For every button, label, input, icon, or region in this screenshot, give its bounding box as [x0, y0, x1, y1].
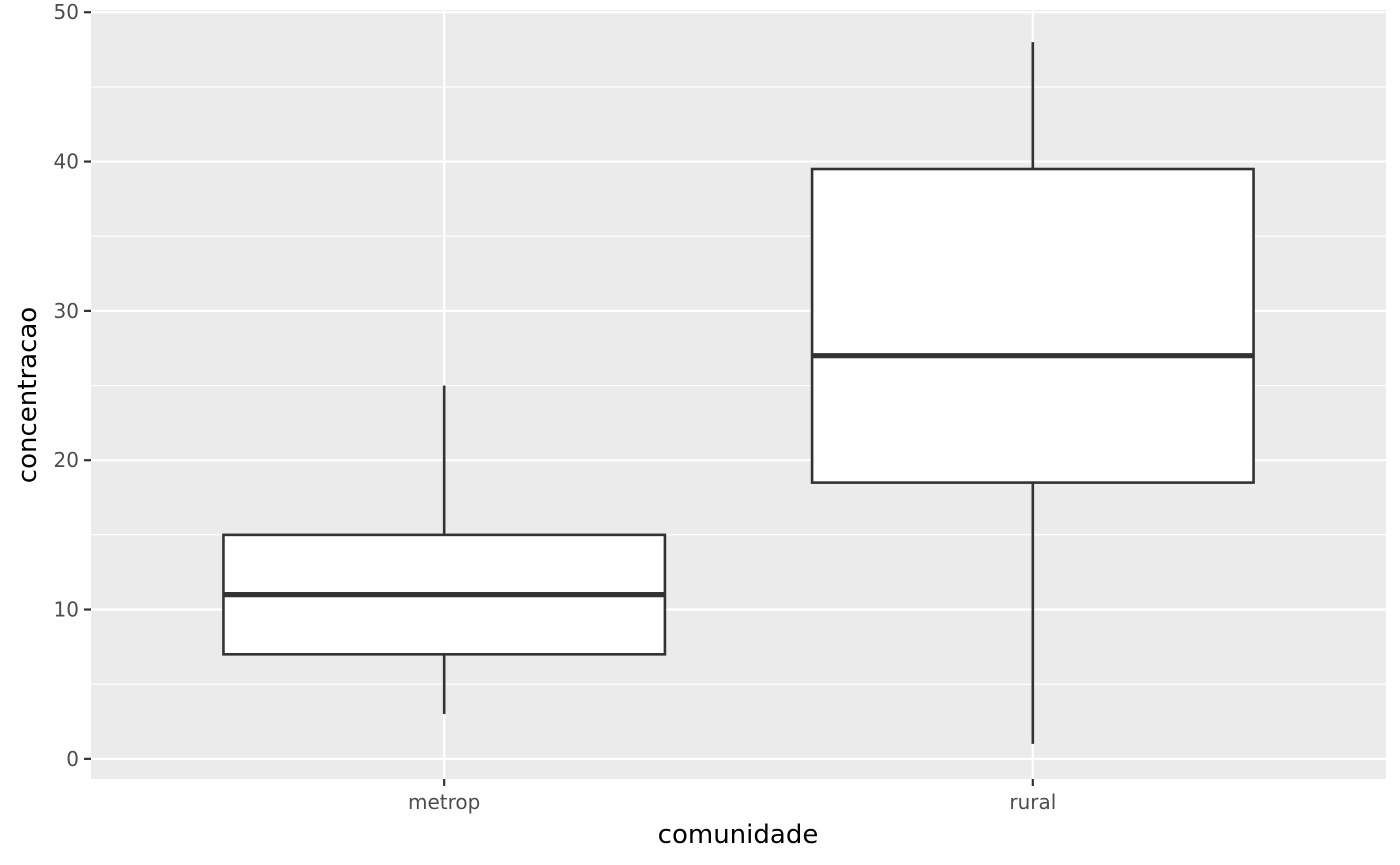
grid-lines: [91, 10, 1386, 779]
x-axis-title: comunidade: [658, 820, 819, 850]
y-tick-label: 20: [54, 448, 79, 472]
axes: 0 10 20 30 40 50 metrop rural: [54, 0, 1057, 814]
x-tick-label-rural: rural: [1009, 790, 1056, 814]
box-metrop: [222, 385, 667, 715]
y-tick-label: 50: [54, 0, 79, 24]
box-series: [222, 42, 1255, 744]
y-tick-label: 40: [54, 150, 79, 174]
y-tick-label: 10: [54, 598, 79, 622]
y-axis-title: concentracao: [13, 307, 43, 483]
y-tick-label: 30: [54, 299, 79, 323]
y-tick-label: 0: [66, 747, 79, 771]
iqr-box: [810, 167, 1255, 484]
box-rural: [810, 42, 1255, 744]
x-tick-label-metrop: metrop: [408, 790, 480, 814]
